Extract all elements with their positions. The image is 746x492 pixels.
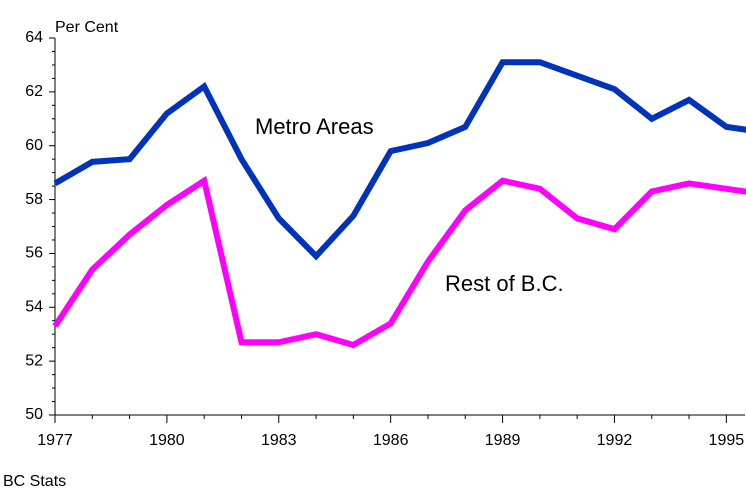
x-tick-label: 1992 [597, 432, 633, 449]
y-tick-label: 56 [25, 245, 43, 262]
series-label: Rest of B.C. [445, 271, 564, 296]
series-line [53, 59, 746, 261]
x-tick-label: 1986 [373, 432, 409, 449]
y-tick-label: 62 [25, 83, 43, 100]
y-tick-label: 64 [25, 29, 43, 46]
y-tick-label: 54 [25, 299, 43, 316]
series-line [52, 175, 746, 349]
x-tick-label: 1983 [261, 432, 297, 449]
y-tick-label: 52 [25, 352, 43, 369]
y-axis-label: Per Cent [55, 19, 119, 36]
y-tick-label: 50 [25, 406, 43, 423]
source: BC Stats [3, 473, 66, 490]
x-tick-label: 1989 [485, 432, 521, 449]
x-tick-label: 1980 [149, 432, 185, 449]
y-tick-label: 60 [25, 137, 43, 154]
series-label: Metro Areas [255, 114, 374, 139]
plot-area [52, 59, 746, 349]
x-tick-label: 1995 [709, 432, 745, 449]
x-tick-label: 1977 [37, 432, 73, 449]
y-tick-label: 58 [25, 191, 43, 208]
